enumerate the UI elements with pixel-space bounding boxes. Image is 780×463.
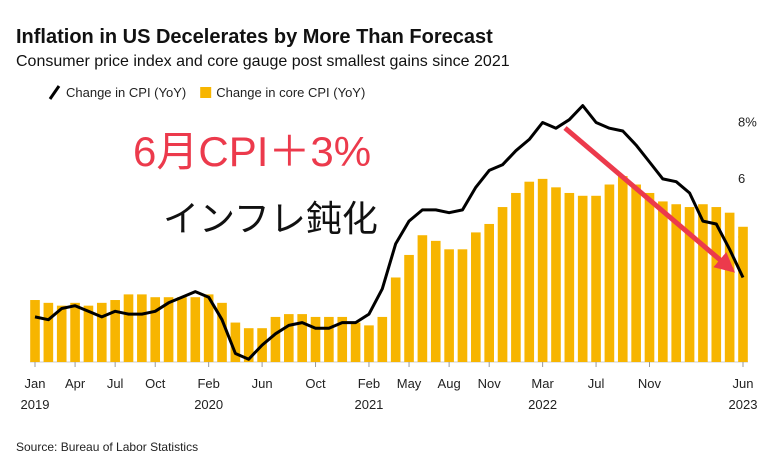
bar <box>644 192 655 362</box>
x-tick-label: Jul <box>106 376 124 391</box>
bar <box>658 201 668 362</box>
x-tick-label: Aug <box>437 376 461 391</box>
bar <box>364 325 374 362</box>
bar <box>724 212 735 362</box>
bar <box>123 294 134 362</box>
bar <box>671 204 682 362</box>
bar <box>230 322 241 362</box>
bar <box>617 176 628 362</box>
bar <box>591 195 601 362</box>
bar <box>698 204 708 362</box>
bar <box>430 240 441 362</box>
bar <box>404 254 414 362</box>
x-tick-label: Mar 2022 <box>528 376 558 412</box>
bar <box>564 192 575 362</box>
bar <box>110 300 120 362</box>
bar <box>43 302 54 362</box>
bar <box>377 316 388 362</box>
bar <box>137 294 147 362</box>
x-tick-label: Apr <box>64 376 86 391</box>
bar <box>203 294 214 362</box>
bar <box>30 300 40 362</box>
bar <box>337 316 348 362</box>
bar <box>457 249 468 362</box>
bar <box>324 316 334 362</box>
legend-swatch <box>48 85 61 100</box>
x-tick-label: May <box>396 376 422 391</box>
bar <box>444 249 454 362</box>
x-tick-label: Feb 2021 <box>354 376 384 412</box>
bar <box>217 302 227 362</box>
bar <box>310 316 321 362</box>
bar <box>524 181 535 362</box>
bar <box>390 277 401 362</box>
x-tick-label: Jul <box>587 376 605 391</box>
source: Source: Bureau of Labor Statistics <box>16 440 199 454</box>
bar <box>497 207 508 362</box>
bar <box>96 302 107 362</box>
bar <box>163 297 174 362</box>
bar <box>190 297 201 362</box>
bar <box>270 316 281 362</box>
x-tick-label: Jan 2019 <box>20 376 50 412</box>
bar <box>631 184 641 362</box>
bar <box>284 314 294 362</box>
legend-label: Change in CPI (YoY) <box>66 85 186 100</box>
legend-swatch <box>200 87 212 98</box>
annotation-cpi: 6月CPI＋3% <box>133 128 372 175</box>
bar <box>56 305 67 362</box>
x-tick-label: Oct <box>145 376 166 391</box>
bar <box>83 305 94 362</box>
bar <box>551 187 561 362</box>
bar <box>150 297 161 362</box>
chart-subtitle: Consumer price index and core gauge post… <box>16 53 510 70</box>
bar <box>243 328 254 362</box>
bar <box>471 232 481 362</box>
bar <box>70 302 80 362</box>
line <box>34 104 745 361</box>
chart-title: Inflation in US Decelerates by More Than… <box>16 26 493 48</box>
bar <box>604 184 615 362</box>
bar <box>537 178 548 362</box>
y-tick-label: 6 <box>738 171 745 186</box>
x-tick-label: Jun <box>251 376 273 391</box>
bar <box>350 322 361 362</box>
y-tick-label: 8% <box>738 115 757 130</box>
x-tick-label: Jun 2023 <box>728 376 758 412</box>
bar <box>177 297 187 362</box>
x-tick-label: Feb 2020 <box>194 376 224 412</box>
bar <box>511 192 521 362</box>
bar <box>417 235 428 362</box>
x-tick-label: Nov <box>637 376 662 391</box>
legend-label: Change in core CPI (YoY) <box>216 85 365 100</box>
bar <box>738 226 748 362</box>
bar <box>711 207 722 362</box>
bar <box>577 195 588 362</box>
arrow <box>563 126 736 273</box>
x-tick-label: Oct <box>305 376 326 391</box>
annotation-slowdown: インフレ鈍化 <box>163 198 378 239</box>
bar <box>684 207 695 362</box>
x-tick-label: Nov <box>477 376 501 391</box>
bar <box>484 223 494 362</box>
bar <box>297 314 307 362</box>
